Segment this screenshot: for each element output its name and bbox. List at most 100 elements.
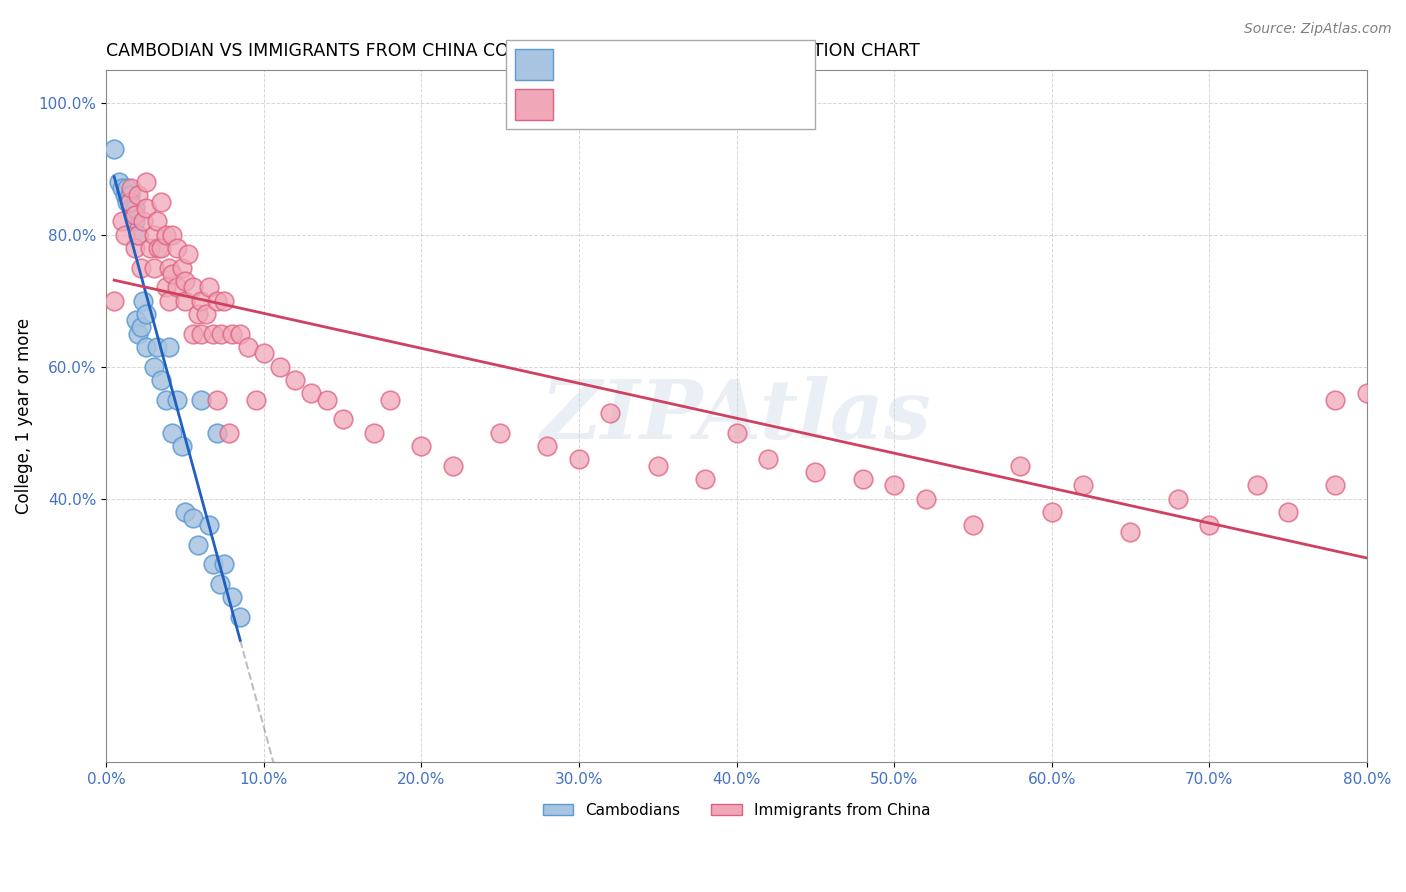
Text: CAMBODIAN VS IMMIGRANTS FROM CHINA COLLEGE, 1 YEAR OR MORE CORRELATION CHART: CAMBODIAN VS IMMIGRANTS FROM CHINA COLLE… (107, 42, 920, 60)
Point (197, 280, 219, 294)
Point (135, 175, 157, 189)
Point (1010, 458, 1032, 473)
Point (315, 392, 337, 407)
Point (1277, 505, 1299, 519)
Point (536, 439, 558, 453)
Point (170, 439, 193, 453)
Point (568, 451, 591, 466)
Point (218, 425, 240, 440)
Point (174, 505, 197, 519)
Point (245, 392, 267, 407)
Point (190, 293, 212, 308)
Point (1071, 478, 1094, 492)
Text: R =: R = (562, 58, 595, 72)
Point (202, 326, 225, 341)
Point (190, 326, 212, 341)
Point (756, 451, 779, 466)
Point (214, 293, 236, 308)
Point (205, 392, 228, 407)
Point (1246, 478, 1268, 492)
Point (1040, 505, 1063, 519)
Point (131, 293, 153, 308)
Bar (516, 49, 553, 80)
Point (124, 241, 146, 255)
Point (155, 227, 177, 242)
Text: ZIPAtlas: ZIPAtlas (541, 376, 932, 456)
Text: 38: 38 (733, 58, 754, 72)
Point (145, 214, 167, 228)
Point (236, 340, 259, 354)
Point (135, 201, 157, 215)
Point (135, 307, 157, 321)
Point (127, 326, 149, 341)
Point (166, 280, 188, 294)
Point (647, 458, 669, 473)
Point (155, 392, 177, 407)
Text: -0.278: -0.278 (599, 98, 654, 112)
Point (299, 386, 322, 401)
Point (181, 511, 204, 525)
Point (170, 260, 193, 275)
Point (962, 517, 984, 532)
Point (378, 392, 401, 407)
Point (115, 194, 138, 209)
Point (599, 406, 621, 420)
Point (269, 359, 291, 374)
Point (142, 227, 165, 242)
Point (127, 227, 149, 242)
Point (131, 214, 153, 228)
Point (127, 227, 149, 242)
Point (127, 188, 149, 202)
Point (162, 267, 184, 281)
Point (150, 194, 173, 209)
Point (148, 241, 170, 255)
Point (205, 425, 228, 440)
Point (108, 175, 131, 189)
Point (693, 472, 716, 486)
Point (111, 214, 134, 228)
Point (208, 577, 231, 591)
Point (122, 208, 145, 222)
Point (129, 320, 152, 334)
Point (166, 241, 188, 255)
Point (135, 340, 157, 354)
Point (253, 346, 276, 360)
Point (174, 274, 197, 288)
Point (205, 293, 228, 308)
Point (125, 313, 148, 327)
Point (124, 201, 146, 215)
Point (118, 194, 141, 209)
Point (209, 326, 232, 341)
Point (441, 458, 464, 473)
Text: N =: N = (692, 98, 725, 112)
Text: Source: ZipAtlas.com: Source: ZipAtlas.com (1244, 22, 1392, 37)
Point (883, 478, 905, 492)
Point (115, 181, 138, 195)
Point (142, 359, 165, 374)
Point (111, 181, 134, 195)
Point (181, 280, 204, 294)
Legend: Cambodians, Immigrants from China: Cambodians, Immigrants from China (537, 797, 936, 824)
Point (852, 472, 875, 486)
Point (114, 227, 136, 242)
Point (181, 326, 204, 341)
Point (157, 260, 180, 275)
Point (221, 326, 243, 341)
Point (145, 340, 167, 354)
Point (229, 610, 252, 624)
Point (157, 340, 180, 354)
Point (489, 425, 512, 440)
Point (129, 260, 152, 275)
Point (166, 392, 188, 407)
Point (177, 247, 200, 261)
Point (121, 201, 143, 215)
Point (202, 558, 225, 572)
Point (363, 425, 385, 440)
Text: -0.405: -0.405 (599, 58, 654, 72)
Point (150, 241, 173, 255)
Point (725, 425, 748, 440)
Point (190, 392, 212, 407)
Point (118, 194, 141, 209)
Point (118, 188, 141, 202)
FancyBboxPatch shape (506, 40, 815, 129)
